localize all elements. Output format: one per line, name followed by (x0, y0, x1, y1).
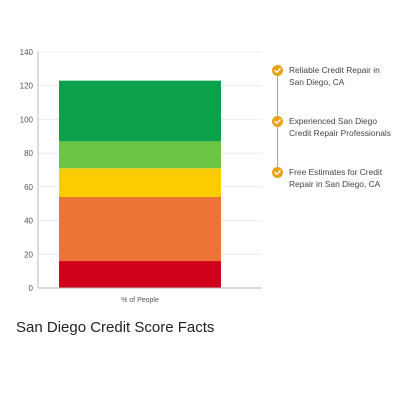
y-tick-label: 40 (24, 217, 33, 226)
timeline-connector (277, 127, 278, 168)
x-tick-label: % of People (121, 297, 159, 304)
timeline-connector (277, 76, 278, 117)
feature-text: Reliable Credit Repair in San Diego, CA (289, 64, 399, 88)
y-tick-label: 0 (29, 284, 34, 293)
y-tick-label: 80 (24, 149, 33, 158)
bar-segment (59, 141, 221, 169)
feature-text: Free Estimates for Credit Repair in San … (289, 166, 399, 190)
bar-segments (59, 80, 221, 288)
feature-line: Reliable Credit Repair in (289, 65, 380, 75)
y-tick-label: 100 (20, 115, 34, 124)
feature-line: San Diego, CA (289, 77, 345, 87)
feature-line: Credit Repair Professionals (289, 128, 391, 138)
feature-line: Experienced San Diego (289, 116, 377, 126)
bar-segment (59, 196, 221, 262)
y-tick-label: 140 (20, 48, 34, 57)
y-tick-labels: 0 20 40 60 80 100 120 140 (20, 48, 34, 293)
y-tick-label: 120 (20, 82, 34, 91)
check-icon (272, 167, 283, 178)
y-tick-label: 20 (24, 250, 33, 259)
check-icon (272, 65, 283, 76)
feature-line: Repair in San Diego, CA (289, 179, 381, 189)
check-icon (272, 116, 283, 127)
bar-segment (59, 168, 221, 197)
y-tick-label: 60 (24, 183, 33, 192)
x-tick-labels: % of People (121, 297, 159, 304)
feature-text: Experienced San Diego Credit Repair Prof… (289, 115, 399, 139)
axes (37, 52, 262, 289)
stacked-bar-chart: 0 20 40 60 80 100 120 140 % of People (20, 48, 262, 304)
bar-segment (59, 261, 221, 288)
feature-line: Free Estimates for Credit (289, 167, 383, 177)
chart-caption: San Diego Credit Score Facts (16, 319, 215, 336)
bar-segment (59, 80, 221, 142)
